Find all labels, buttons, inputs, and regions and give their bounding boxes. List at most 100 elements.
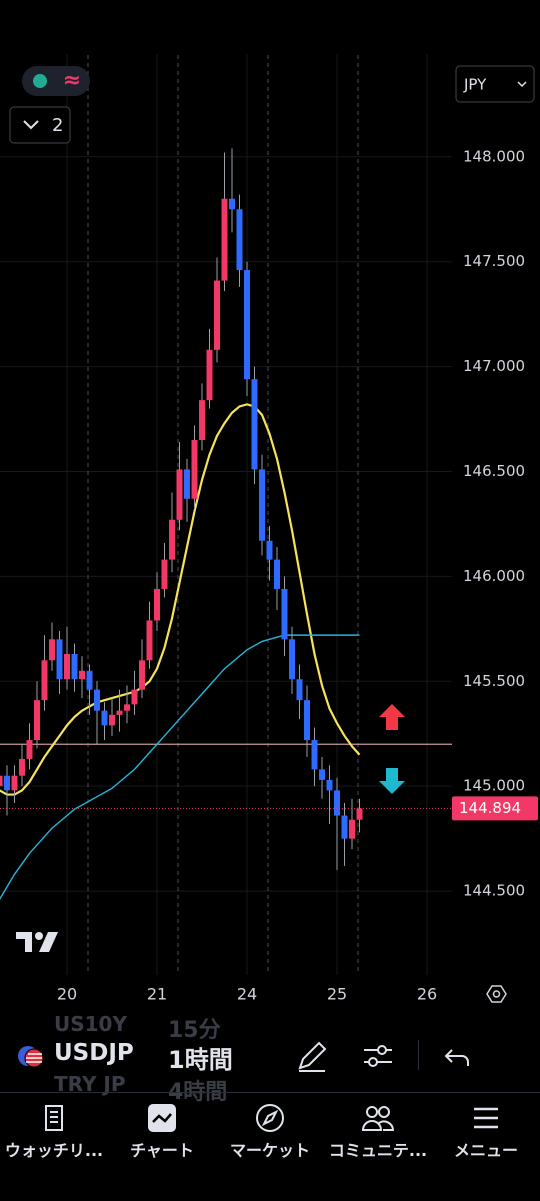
settings-icon (492, 990, 501, 998)
currency-select[interactable] (455, 65, 535, 103)
candle-body (236, 209, 243, 271)
down-arrow (379, 768, 405, 794)
candle-body (206, 349, 213, 401)
divider (418, 1040, 419, 1070)
plot (0, 148, 452, 900)
candle-body (64, 654, 70, 680)
session-lines (87, 55, 359, 975)
candle-body (184, 469, 190, 499)
candle-body (229, 198, 235, 210)
x-tick-label: 25 (327, 985, 347, 1004)
candle-body (34, 700, 40, 741)
candle-body (11, 775, 18, 791)
candle-body (214, 280, 220, 350)
y-tick-label: 144.500 (463, 882, 525, 900)
indicators-button[interactable] (358, 1036, 398, 1076)
symbol-prev: US10Y (54, 1012, 127, 1036)
interval[interactable]: 1時間 (168, 1046, 233, 1074)
candle-body (41, 660, 48, 701)
flag-icon (18, 1046, 44, 1068)
candle-body (199, 400, 205, 441)
candle-body (356, 808, 363, 820)
candle-body (169, 519, 175, 560)
symbol[interactable]: USDJP (54, 1040, 134, 1066)
tv-logo (16, 932, 58, 952)
candle-body (139, 660, 145, 690)
indicator-icon: ≈ (63, 68, 81, 93)
candle-body (154, 588, 160, 621)
candle-body (94, 689, 100, 711)
axes: 144.500 145.000 145.500 146.000 146.500 147.0… (57, 147, 538, 1004)
y-tick-label: 147.000 (463, 357, 525, 375)
nav-community[interactable]: コミュニテ... (324, 1093, 432, 1161)
candle-body (311, 740, 318, 770)
last-price-badge (452, 796, 538, 821)
nav-watchlist[interactable]: ウォッチリ... (0, 1093, 108, 1161)
candle-body (266, 540, 273, 560)
interval-prev: 15分 (168, 1018, 221, 1043)
candle-body (86, 670, 93, 690)
nav-label: メニュー (453, 1141, 518, 1160)
up-arrow (379, 704, 405, 730)
x-tick-label: 20 (57, 985, 77, 1004)
nav-menu[interactable]: メニュー (432, 1093, 540, 1161)
nav-icon (45, 1105, 63, 1131)
nav-market[interactable]: マーケット (216, 1093, 324, 1161)
chart: 144.500 145.000 145.500 146.000 146.500 147.0… (0, 54, 538, 1004)
candle-body (251, 379, 258, 470)
last-price-label: 144.894 (459, 799, 521, 817)
candle-body (124, 704, 130, 711)
candle-body (0, 775, 3, 787)
candle-body (259, 469, 265, 541)
candle-body (116, 710, 123, 715)
candle-body (19, 758, 25, 776)
candle-body (109, 714, 115, 726)
x-tick-label: 26 (417, 985, 437, 1004)
candle-body (221, 198, 228, 281)
nav-icon (474, 1107, 498, 1129)
nav-icon (256, 1104, 284, 1132)
candle-body (79, 670, 85, 680)
candle-body (304, 700, 310, 741)
chevron (23, 120, 39, 130)
nav-icon (148, 1104, 176, 1132)
candle-body (49, 639, 55, 661)
candle-body (101, 710, 108, 726)
nav-icon (361, 1106, 395, 1131)
candle-body (349, 819, 355, 839)
candle-body (176, 469, 183, 520)
candle-body (341, 815, 348, 839)
candle-body (146, 620, 153, 661)
candle-body (334, 790, 340, 816)
grid (0, 54, 452, 975)
indicator-count: 2 (52, 115, 63, 136)
candle-body (131, 689, 138, 705)
nav-label: マーケット (229, 1141, 310, 1160)
toolbar: US10Y USDJP TRY JP 15分 1時間 4時間 (0, 1012, 540, 1105)
indicator-toggle[interactable] (9, 106, 71, 144)
y-tick-label: 146.000 (463, 567, 525, 585)
settings-button[interactable] (486, 985, 507, 1003)
y-tick-label: 146.500 (463, 462, 525, 480)
candle-body (281, 588, 288, 640)
undo-button[interactable] (440, 1038, 476, 1074)
y-tick-label: 148.000 (463, 147, 525, 165)
candle-body (191, 440, 198, 499)
chevron (517, 81, 527, 88)
y-tick-label: 145.000 (463, 777, 525, 795)
nav-label: コミュニテ... (328, 1141, 428, 1160)
candle-body (161, 559, 168, 589)
candle-body (56, 639, 63, 680)
nav-label: チャート (130, 1141, 194, 1160)
currency-label: JPY (463, 76, 487, 94)
candle-body (71, 654, 78, 680)
candle-body (26, 740, 33, 759)
draw-button[interactable] (292, 1036, 332, 1076)
indicator-pill[interactable] (22, 66, 90, 96)
indicator-line (0, 634, 360, 900)
candle-body (244, 270, 250, 380)
candle-body (4, 775, 10, 791)
candle-body (296, 679, 303, 701)
nav-chart[interactable]: チャート (108, 1093, 216, 1161)
y-tick-label: 147.500 (463, 252, 525, 270)
